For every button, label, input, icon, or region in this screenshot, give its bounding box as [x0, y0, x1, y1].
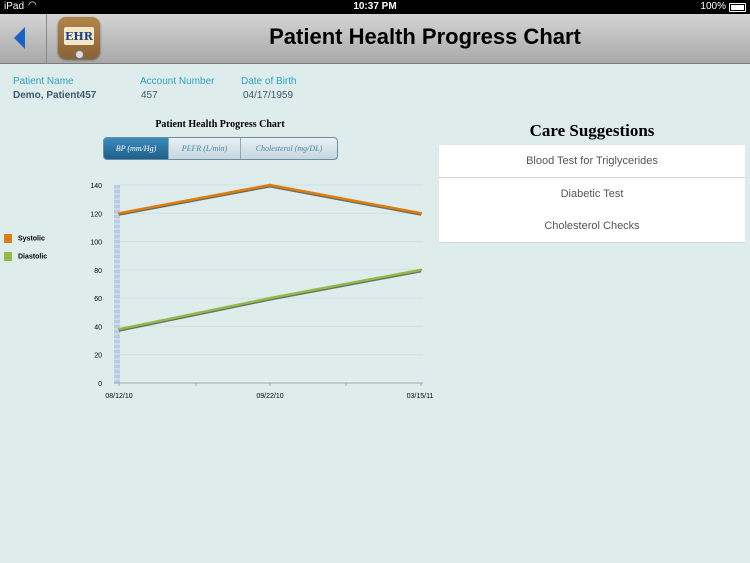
data-point-systolic: [419, 212, 423, 215]
folder-icon: [64, 27, 94, 45]
y-tick-label: 20: [94, 353, 102, 360]
data-point-diastolic: [268, 296, 272, 300]
tab-pefr[interactable]: PEFR (L/min): [169, 138, 241, 159]
data-point-diastolic: [117, 328, 121, 331]
y-tick-label: 120: [90, 211, 102, 218]
app-icon-label: EHR: [65, 30, 93, 43]
page-title: Patient Health Progress Chart: [269, 24, 581, 49]
clock: 10:37 PM: [353, 1, 397, 12]
x-tick-label: 03/15/11: [407, 393, 434, 400]
y-tick-label: 140: [90, 183, 102, 190]
y-tick-label: 40: [94, 324, 102, 331]
data-point-systolic: [117, 212, 121, 215]
care-item-triglycerides[interactable]: Blood Test for Triglycerides: [439, 145, 745, 178]
back-button[interactable]: [0, 14, 47, 63]
x-tick-label: 09/22/10: [256, 393, 283, 400]
patient-name: Demo, Patient457: [13, 90, 97, 101]
data-point-diastolic: [419, 268, 423, 272]
y-tick-label: 60: [94, 296, 102, 303]
legend-item-systolic: Systolic: [4, 234, 45, 243]
dob-label: Date of Birth: [241, 76, 297, 87]
tab-bp[interactable]: BP (mm/Hg): [104, 138, 169, 159]
x-tick-label: 08/12/10: [105, 393, 132, 400]
diastolic-swatch: [4, 252, 12, 261]
battery-icon: [729, 3, 746, 12]
ehr-app-icon[interactable]: EHR: [58, 17, 100, 59]
data-point-systolic: [268, 183, 272, 187]
care-item-diabetic-test[interactable]: Diabetic Test: [439, 178, 745, 211]
legend-label-systolic: Systolic: [18, 235, 45, 243]
care-suggestions-title: Care Suggestions: [529, 121, 655, 140]
account-number-label: Account Number: [140, 76, 215, 87]
chart-title: Patient Health Progress Chart: [155, 119, 285, 130]
y-tick-label: 100: [90, 240, 102, 247]
chevron-left-icon: [14, 27, 25, 49]
metric-segmented-control: BP (mm/Hg) PEFR (L/min) Cholesterol (mg/…: [103, 137, 338, 160]
care-item-cholesterol-checks[interactable]: Cholesterol Checks: [439, 210, 745, 243]
legend-label-diastolic: Diastolic: [18, 253, 48, 261]
account-number: 457: [141, 90, 158, 101]
tab-cholesterol[interactable]: Cholesterol (mg/DL): [255, 144, 323, 153]
status-bar: iPad ◠ 10:37 PM 100%: [0, 0, 750, 14]
series-shadow-systolic: [118, 185, 422, 216]
legend-item-diastolic: Diastolic: [4, 252, 47, 261]
y-tick-label: 80: [94, 268, 102, 275]
nav-bar: EHR Patient Health Progress Chart: [0, 14, 750, 64]
y-tick-label: 0: [98, 381, 102, 388]
carrier-label: iPad: [4, 1, 25, 12]
battery-percent: 100%: [700, 1, 726, 12]
wifi-icon: ◠: [28, 0, 37, 11]
dob-value: 04/17/1959: [243, 90, 294, 101]
home-dot-icon: [75, 50, 84, 59]
series-shadow-diastolic: [118, 270, 422, 332]
series-line-systolic: [118, 183, 422, 215]
systolic-swatch: [4, 234, 12, 243]
patient-name-label: Patient Name: [13, 76, 74, 87]
